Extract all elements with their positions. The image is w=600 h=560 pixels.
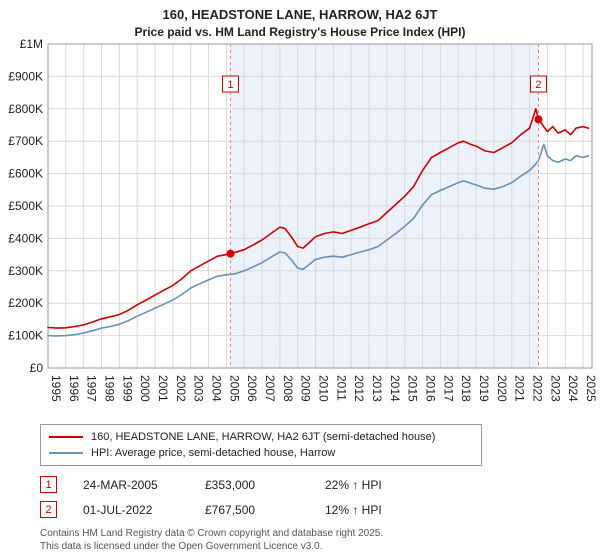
sale-2-marker: 2 [40, 501, 57, 518]
footer-line-1: Contains HM Land Registry data © Crown c… [40, 528, 384, 539]
svg-text:2014: 2014 [388, 375, 402, 402]
legend-item-hpi: HPI: Average price, semi-detached house,… [49, 445, 473, 461]
svg-text:£600K: £600K [8, 167, 43, 181]
svg-text:2005: 2005 [227, 375, 241, 402]
svg-text:1995: 1995 [49, 375, 63, 402]
red-line-swatch [49, 436, 83, 438]
legend-label-property: 160, HEADSTONE LANE, HARROW, HA2 6JT (se… [91, 431, 436, 443]
svg-text:2009: 2009 [299, 375, 313, 402]
sale-annotations: 1 24-MAR-2005 £353,000 22% ↑ HPI 2 01-JU… [40, 472, 580, 522]
svg-text:£100K: £100K [8, 329, 43, 343]
svg-text:2025: 2025 [584, 375, 598, 402]
svg-text:2003: 2003 [192, 375, 206, 402]
svg-text:2013: 2013 [370, 375, 384, 402]
svg-text:2020: 2020 [495, 375, 509, 402]
svg-text:£0: £0 [30, 361, 44, 375]
svg-text:£900K: £900K [8, 69, 43, 83]
svg-text:£1M: £1M [20, 38, 43, 51]
svg-text:£700K: £700K [8, 134, 43, 148]
legend-item-property: 160, HEADSTONE LANE, HARROW, HA2 6JT (se… [49, 429, 473, 445]
svg-text:£400K: £400K [8, 231, 43, 245]
svg-text:£500K: £500K [8, 199, 43, 213]
svg-text:1999: 1999 [120, 375, 134, 402]
footer-line-2: This data is licensed under the Open Gov… [40, 540, 323, 552]
svg-text:2: 2 [535, 79, 541, 91]
svg-text:2016: 2016 [424, 375, 438, 402]
price-chart: £0 £100K £200K £300K £400K £500K £600K £700K £80… [0, 37, 600, 420]
svg-text:2001: 2001 [156, 375, 170, 402]
svg-text:2024: 2024 [566, 375, 580, 402]
svg-text:2008: 2008 [281, 375, 295, 402]
svg-text:2021: 2021 [513, 375, 527, 402]
sale-2-date: 01-JUL-2022 [83, 502, 153, 517]
svg-text:1: 1 [227, 79, 233, 91]
svg-text:2019: 2019 [477, 375, 491, 402]
svg-text:1998: 1998 [103, 375, 117, 402]
chart-legend: 160, HEADSTONE LANE, HARROW, HA2 6JT (se… [40, 424, 482, 466]
svg-text:1997: 1997 [85, 375, 99, 402]
legend-label-hpi: HPI: Average price, semi-detached house,… [91, 447, 336, 459]
sale-row-1: 1 24-MAR-2005 £353,000 22% ↑ HPI [40, 472, 580, 497]
sale-1-marker: 1 [40, 476, 57, 493]
page-subtitle: Price paid vs. HM Land Registry's House … [134, 25, 466, 39]
blue-line-swatch [49, 452, 83, 454]
svg-text:2023: 2023 [548, 375, 562, 402]
svg-text:2022: 2022 [531, 375, 545, 402]
svg-text:2000: 2000 [138, 375, 152, 402]
svg-text:2004: 2004 [210, 375, 224, 402]
sale-2-hpi-delta: 12% ↑ HPI [325, 502, 382, 517]
sale-2-price: £767,500 [205, 502, 256, 517]
svg-text:£200K: £200K [8, 296, 43, 310]
svg-text:2007: 2007 [263, 375, 277, 402]
page-title: 160, HEADSTONE LANE, HARROW, HA2 6JT [162, 7, 438, 22]
sale-1-date: 24-MAR-2005 [83, 477, 158, 492]
price-chart-svg: £0 £100K £200K £300K £400K £500K £600K £700K £80… [8, 37, 598, 402]
svg-text:2002: 2002 [174, 375, 188, 402]
sale-1-hpi-delta: 22% ↑ HPI [325, 477, 382, 492]
svg-text:£800K: £800K [8, 102, 43, 116]
svg-text:2010: 2010 [317, 375, 331, 402]
svg-text:2012: 2012 [352, 375, 366, 402]
sale-1-price: £353,000 [205, 477, 256, 492]
svg-text:£300K: £300K [8, 264, 43, 278]
svg-text:2018: 2018 [459, 375, 473, 402]
svg-text:2017: 2017 [441, 375, 455, 402]
svg-text:2015: 2015 [406, 375, 420, 402]
license-footer: Contains HM Land Registry data © Crown c… [40, 528, 580, 553]
svg-text:1996: 1996 [67, 375, 81, 402]
svg-text:2011: 2011 [334, 375, 348, 401]
svg-text:2006: 2006 [245, 375, 259, 402]
sale-row-2: 2 01-JUL-2022 £767,500 12% ↑ HPI [40, 497, 580, 522]
